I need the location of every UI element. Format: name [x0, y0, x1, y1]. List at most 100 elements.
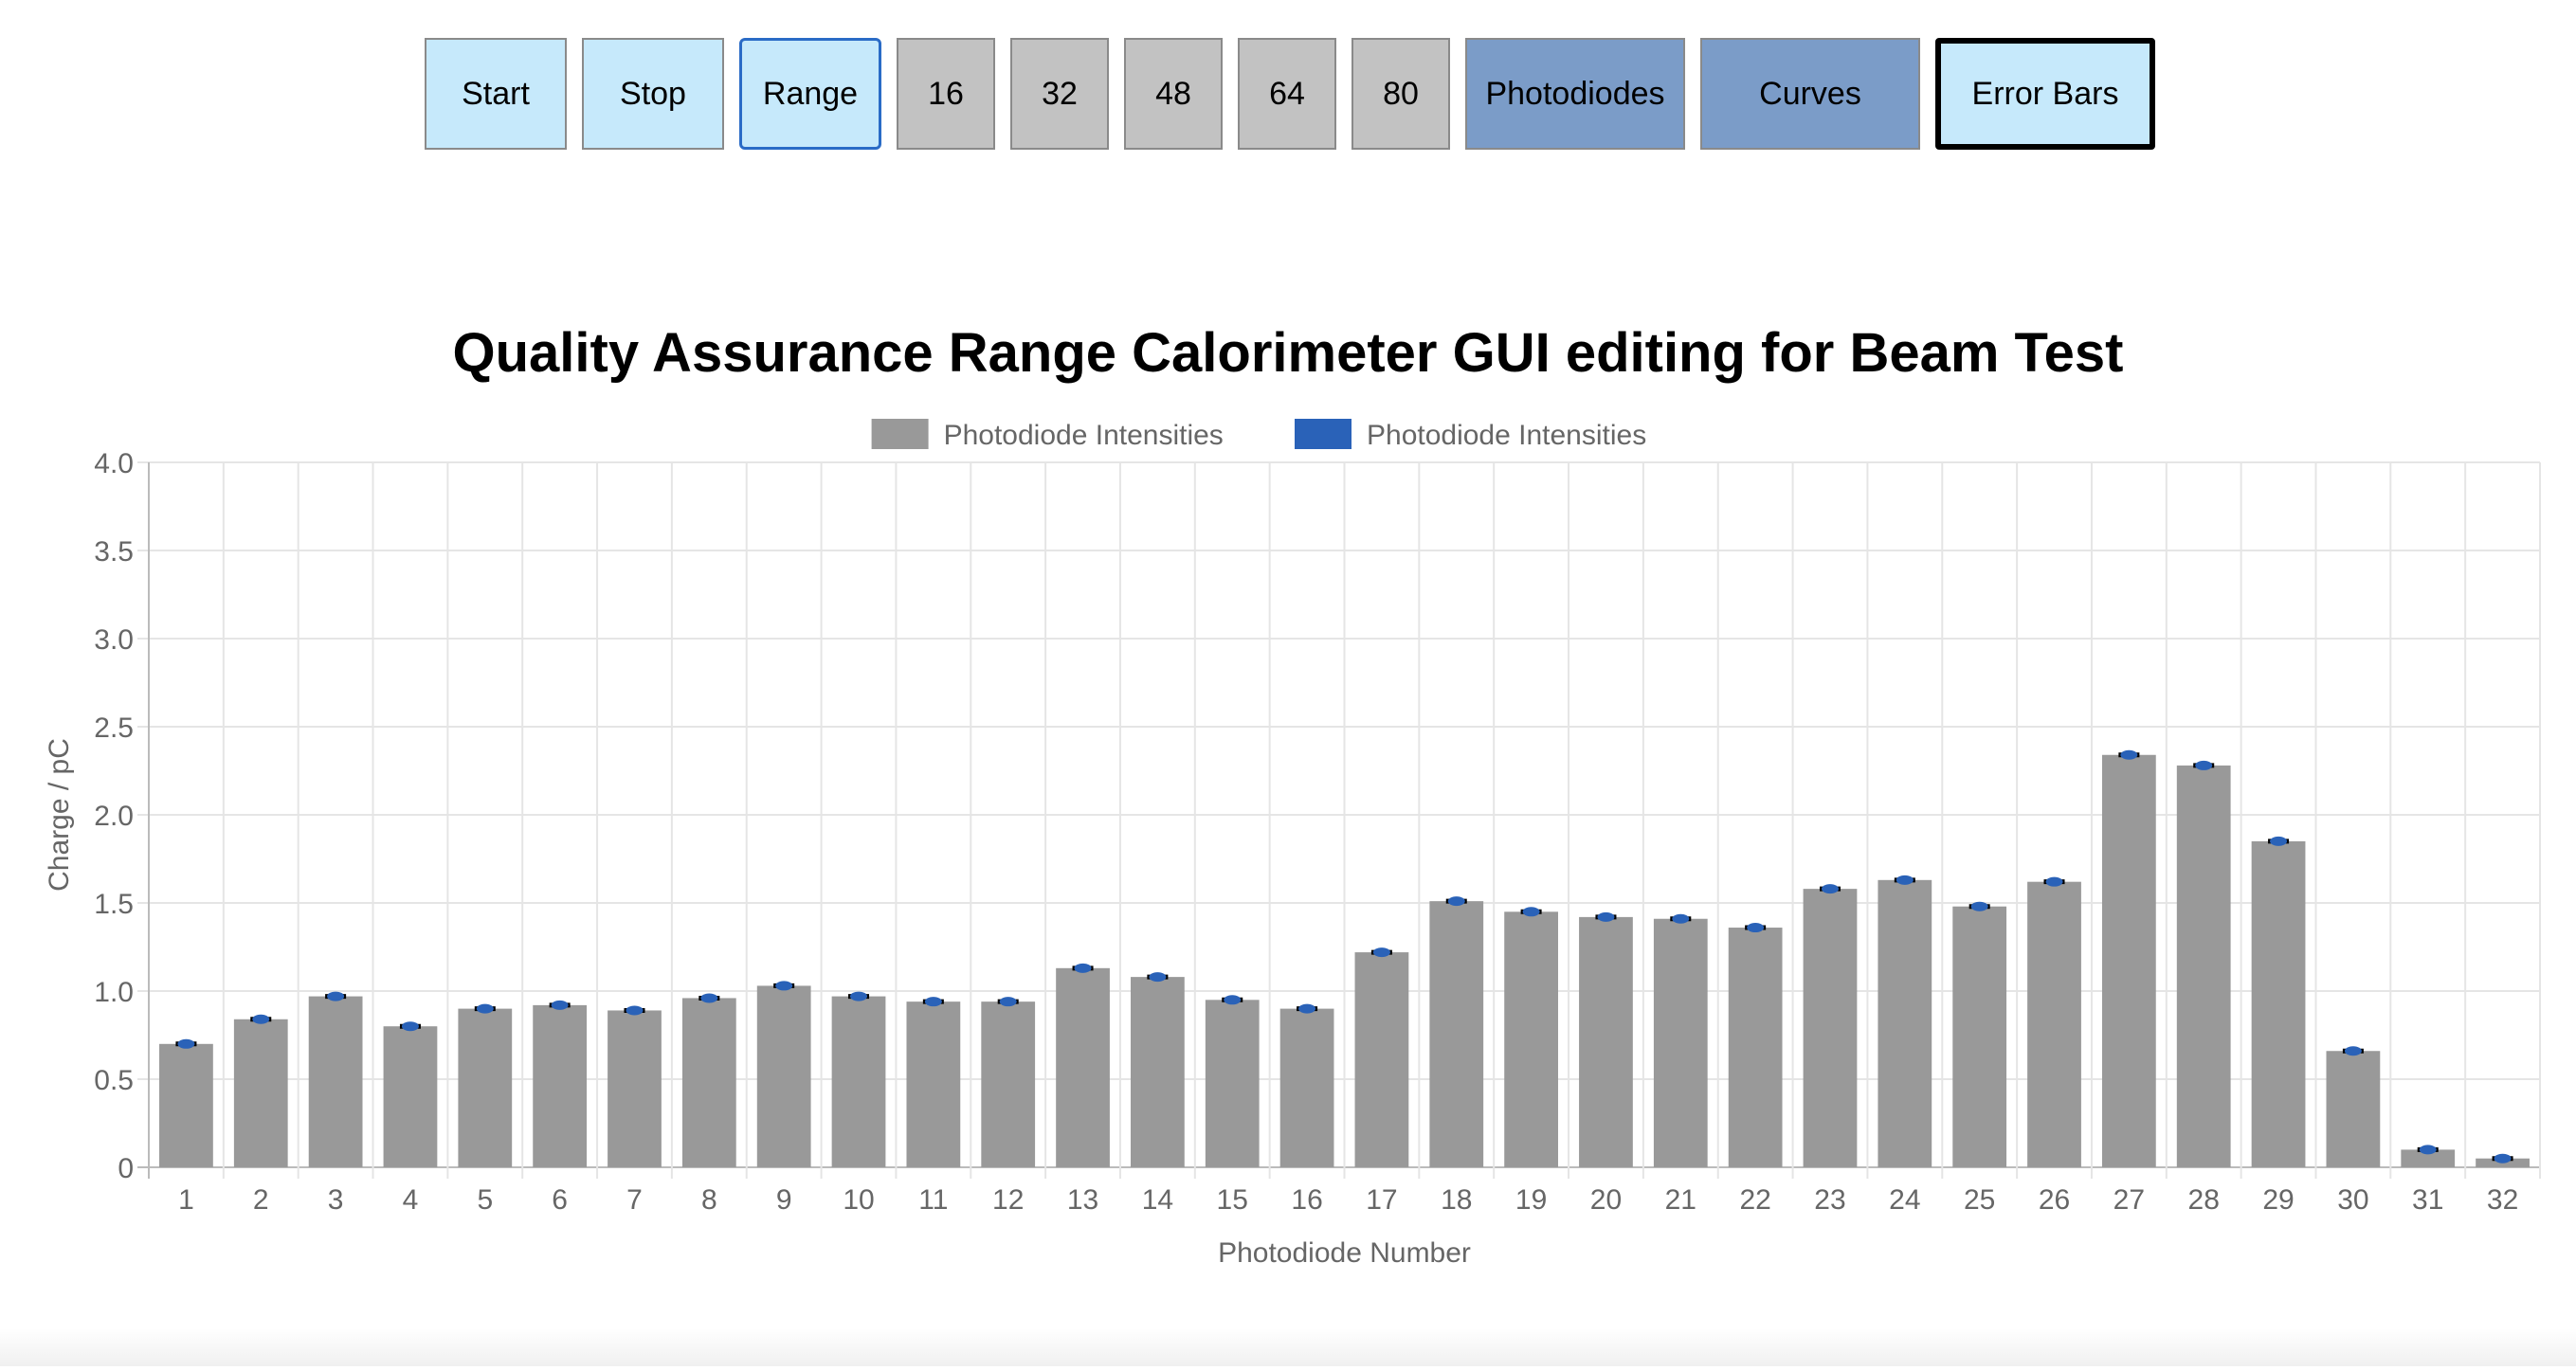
error-point-7 — [626, 1005, 643, 1015]
bar-1 — [159, 1044, 213, 1167]
bar-22 — [1729, 928, 1783, 1167]
error-point-5 — [477, 1004, 494, 1014]
x-tick-label: 21 — [1665, 1184, 1696, 1216]
chart-title: Quality Assurance Range Calorimeter GUI … — [453, 322, 2124, 384]
x-tick-label: 2 — [253, 1184, 269, 1216]
bar-20 — [1579, 917, 1633, 1167]
range-button[interactable]: Range — [739, 38, 881, 150]
error-point-13 — [1075, 964, 1092, 973]
y-tick-label: 2.0 — [94, 801, 134, 832]
error-bars-button[interactable]: Error Bars — [1935, 38, 2155, 150]
bar-25 — [1952, 907, 2006, 1167]
channels-16-button[interactable]: 16 — [897, 38, 995, 150]
error-point-8 — [700, 993, 717, 1002]
x-tick-label: 3 — [328, 1184, 344, 1216]
bar-11 — [906, 1001, 960, 1167]
x-tick-label: 12 — [992, 1184, 1024, 1216]
error-point-31 — [2420, 1145, 2437, 1154]
channels-48-button[interactable]: 48 — [1124, 38, 1223, 150]
error-point-11 — [925, 997, 942, 1006]
y-tick-label: 0 — [118, 1153, 134, 1184]
error-point-15 — [1224, 995, 1241, 1004]
bar-18 — [1429, 901, 1483, 1167]
bar-3 — [309, 997, 363, 1167]
error-point-28 — [2195, 761, 2212, 770]
x-tick-label: 4 — [403, 1184, 419, 1216]
y-axis-label: Charge / pC — [44, 738, 75, 892]
x-tick-label: 9 — [776, 1184, 792, 1216]
x-tick-label: 25 — [1964, 1184, 1995, 1216]
x-tick-label: 6 — [552, 1184, 568, 1216]
error-point-4 — [402, 1021, 419, 1031]
error-point-20 — [1597, 912, 1614, 922]
bar-15 — [1206, 1000, 1260, 1167]
x-tick-label: 16 — [1291, 1184, 1322, 1216]
error-point-18 — [1448, 896, 1465, 906]
stop-button[interactable]: Stop — [582, 38, 724, 150]
bar-10 — [832, 997, 886, 1167]
x-tick-label: 1 — [178, 1184, 194, 1216]
x-tick-label: 13 — [1067, 1184, 1098, 1216]
y-tick-label: 1.5 — [94, 889, 134, 920]
x-tick-label: 28 — [2188, 1184, 2220, 1216]
curves-button[interactable]: Curves — [1700, 38, 1920, 150]
bar-26 — [2027, 882, 2081, 1167]
bar-2 — [234, 1019, 288, 1167]
bar-21 — [1654, 919, 1708, 1167]
x-tick-label: 31 — [2412, 1184, 2443, 1216]
error-point-9 — [775, 981, 792, 990]
bar-6 — [533, 1005, 587, 1167]
error-point-30 — [2345, 1046, 2362, 1055]
error-point-19 — [1523, 907, 1540, 916]
bar-7 — [608, 1010, 662, 1167]
error-point-14 — [1149, 972, 1166, 982]
bar-12 — [981, 1001, 1035, 1167]
x-tick-label: 15 — [1217, 1184, 1248, 1216]
bar-27 — [2102, 755, 2156, 1167]
x-tick-label: 5 — [477, 1184, 493, 1216]
error-point-1 — [177, 1039, 194, 1049]
bar-23 — [1804, 889, 1858, 1167]
error-point-17 — [1373, 947, 1390, 957]
channels-64-button[interactable]: 64 — [1238, 38, 1336, 150]
x-tick-label: 29 — [2262, 1184, 2294, 1216]
x-tick-label: 17 — [1366, 1184, 1397, 1216]
bar-17 — [1355, 952, 1409, 1167]
x-tick-label: 11 — [918, 1184, 948, 1216]
page-bottom-edge — [0, 1328, 2576, 1366]
error-point-3 — [327, 992, 344, 1001]
x-tick-label: 23 — [1814, 1184, 1845, 1216]
bar-4 — [384, 1026, 438, 1167]
error-point-16 — [1298, 1004, 1315, 1014]
x-tick-label: 10 — [843, 1184, 874, 1216]
bar-5 — [458, 1009, 512, 1167]
x-tick-label: 14 — [1142, 1184, 1173, 1216]
start-button[interactable]: Start — [425, 38, 567, 150]
y-tick-label: 3.0 — [94, 624, 134, 656]
bar-16 — [1280, 1009, 1334, 1167]
error-point-26 — [2046, 877, 2063, 887]
x-tick-label: 32 — [2487, 1184, 2518, 1216]
error-point-22 — [1747, 923, 1764, 932]
y-tick-label: 2.5 — [94, 713, 134, 744]
error-point-25 — [1971, 902, 1988, 911]
bar-30 — [2327, 1051, 2381, 1167]
legend-swatch-2 — [1295, 419, 1351, 449]
y-tick-label: 0.5 — [94, 1065, 134, 1096]
legend-swatch-1 — [872, 419, 929, 449]
x-tick-label: 18 — [1441, 1184, 1472, 1216]
x-tick-label: 7 — [626, 1184, 643, 1216]
error-point-10 — [850, 992, 867, 1001]
bar-14 — [1131, 977, 1185, 1167]
x-tick-label: 24 — [1889, 1184, 1920, 1216]
error-point-21 — [1672, 914, 1689, 924]
channels-80-button[interactable]: 80 — [1351, 38, 1450, 150]
channels-32-button[interactable]: 32 — [1010, 38, 1109, 150]
y-tick-label: 4.0 — [94, 448, 134, 479]
bar-8 — [682, 998, 736, 1167]
photodiodes-button[interactable]: Photodiodes — [1465, 38, 1685, 150]
x-axis-label: Photodiode Number — [1218, 1237, 1471, 1269]
error-point-27 — [2120, 750, 2137, 760]
